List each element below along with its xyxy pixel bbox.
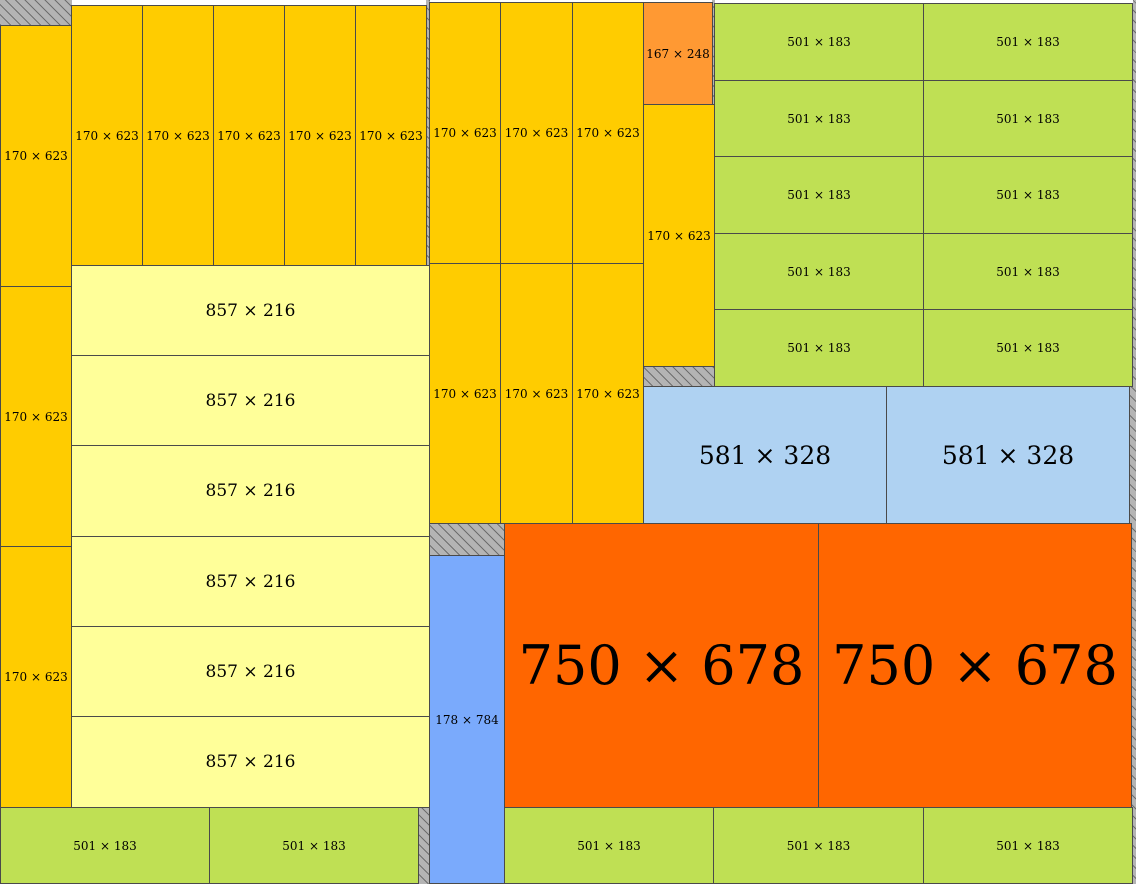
p501-bottom-left-2: 501 × 183 [209,807,419,884]
p501-grid-r5c2: 501 × 183 [923,309,1133,387]
p750-2: 750 × 678 [818,523,1132,808]
p581-1: 581 × 328 [643,386,887,524]
p501-grid-r3c2: 501 × 183 [923,156,1133,234]
p857-1: 857 × 216 [71,265,430,356]
p501-grid-r4c1: 501 × 183 [714,233,924,310]
p501-bottom-left-1: 501 × 183 [0,807,210,884]
p501-grid-r2c1: 501 × 183 [714,80,924,157]
p857-5: 857 × 216 [71,626,430,717]
p857-4: 857 × 216 [71,536,430,627]
p167: 167 × 248 [643,2,713,105]
p170-mid-1: 170 × 623 [429,2,501,264]
waste-right-edge-bottom [1131,523,1136,884]
p501-grid-r1c2: 501 × 183 [923,3,1133,81]
p857-3: 857 × 216 [71,445,430,537]
p178: 178 × 784 [429,555,505,884]
p170-left-3: 170 × 623 [0,546,72,808]
p170-mid-2: 170 × 623 [500,2,573,264]
waste-right-edge-mid [1129,386,1136,524]
p170-top-4: 170 × 623 [284,5,356,266]
p170-top-3: 170 × 623 [213,5,285,266]
p501-grid-r3c1: 501 × 183 [714,156,924,234]
p170-mid-4: 170 × 623 [429,263,501,524]
waste-above-178 [430,523,505,556]
waste-right-edge-top [1133,0,1136,387]
p857-2: 857 × 216 [71,355,430,446]
waste-under-right-strip [643,366,715,387]
p501-grid-r5c1: 501 × 183 [714,309,924,387]
p501-grid-r4c2: 501 × 183 [923,233,1133,310]
p501-grid-r1c1: 501 × 183 [714,3,924,81]
waste-bottom-left-gap [418,807,430,884]
p750-1: 750 × 678 [504,523,819,808]
p501-grid-r2c2: 501 × 183 [923,80,1133,157]
p170-right: 170 × 623 [643,104,715,367]
p501-bottom-right-3: 501 × 183 [923,807,1133,884]
waste-top-gap [426,0,430,265]
p501-bottom-right-1: 501 × 183 [504,807,714,884]
p501-bottom-right-2: 501 × 183 [713,807,924,884]
waste-top-left [0,0,72,25]
p170-top-5: 170 × 623 [355,5,427,266]
p170-mid-5: 170 × 623 [500,263,573,524]
p170-top-1: 170 × 623 [71,5,143,266]
p170-left-1: 170 × 623 [0,25,72,287]
p170-left-2: 170 × 623 [0,286,72,547]
p170-mid-3: 170 × 623 [572,2,644,264]
p170-top-2: 170 × 623 [142,5,214,266]
p581-2: 581 × 328 [886,386,1130,524]
waste-top-right-gap [712,0,715,105]
p857-6: 857 × 216 [71,716,430,808]
p170-mid-6: 170 × 623 [572,263,644,524]
